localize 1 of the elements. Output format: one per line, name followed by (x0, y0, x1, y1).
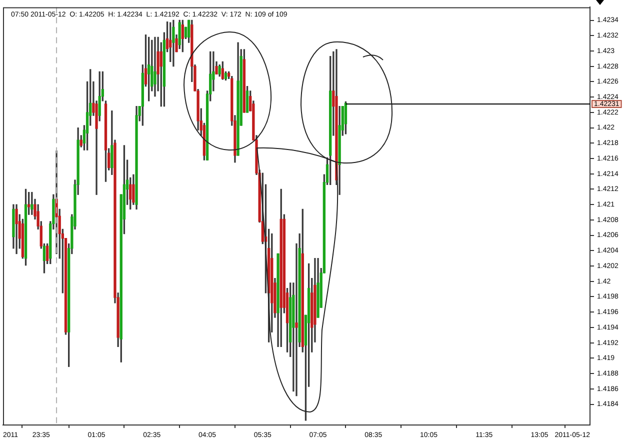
candlestick (154, 36, 156, 97)
